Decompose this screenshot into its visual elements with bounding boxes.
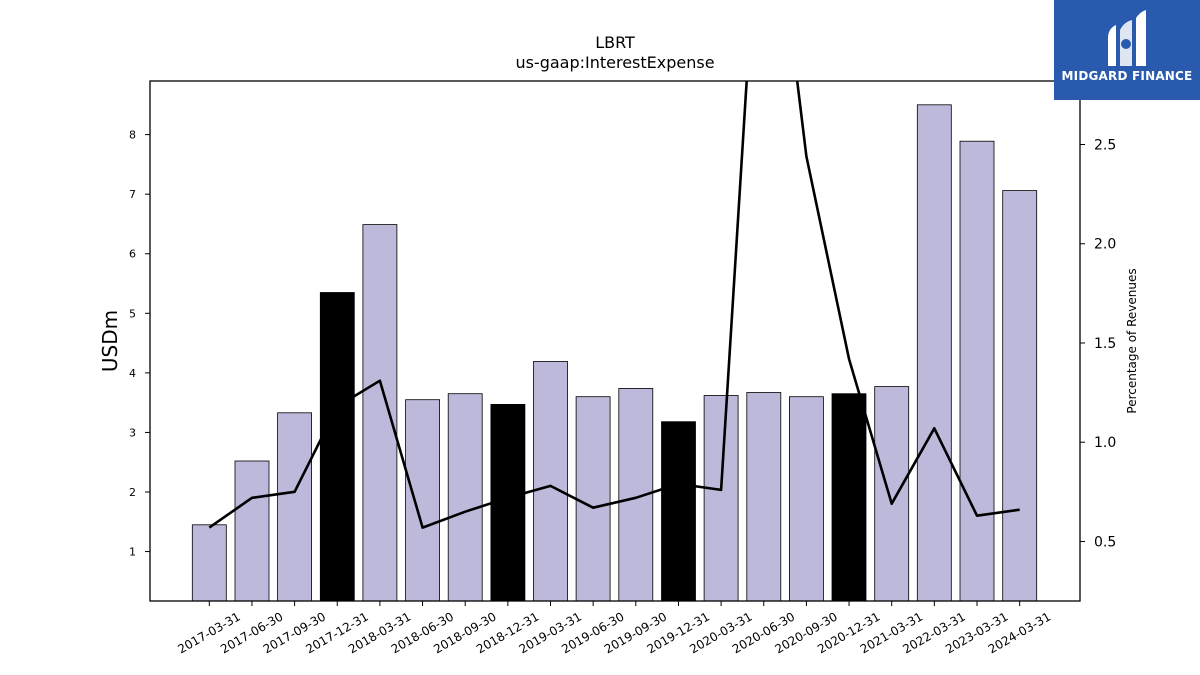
y-tick-label: 8 [129,129,136,142]
midgard-finance-logo: MIDGARD FINANCE [1054,0,1200,100]
bar-2022-03-31 [916,104,952,601]
y-tick-label: 4 [129,367,136,380]
x-axis-ticks: 2017-03-312017-06-302017-09-302017-12-31… [175,601,1053,656]
bar-2019-06-30 [575,396,611,601]
y2-tick-label: 2.0 [1094,237,1116,253]
bar-2020-06-30 [746,392,782,601]
bar-2017-06-30 [234,460,270,601]
y-tick-label: 5 [129,307,136,320]
right-axis-ticks: 0.5 1.0 1.5 2.0 2.5 [1080,138,1116,550]
plot-frame [149,80,1081,602]
bar-2018-03-31 [362,224,398,601]
bar-2020-12-31 [831,393,867,601]
y2-tick-label: 0.5 [1094,534,1116,550]
bar-2019-03-31 [533,361,568,601]
logo-text: MIDGARD FINANCE [1061,69,1193,83]
bar-2018-09-30 [447,393,483,601]
bar-2024-03-31 [1002,190,1038,601]
chart-subtitle: us-gaap:InterestExpense [515,53,714,72]
left-axis-ticks: 1 2 3 4 5 6 7 8 [129,129,150,559]
y2-tick-label: 2.5 [1094,138,1116,154]
bar-2021-03-31 [874,386,910,601]
y-tick-label: 1 [129,546,136,559]
y-tick-label: 6 [129,248,136,261]
y2-axis-label: Percentage of Revenues [1125,268,1139,413]
revenue-percentage-line [208,81,1020,529]
bar-2019-12-31 [661,421,696,601]
bar-2017-12-31 [319,292,355,601]
bar-2023-03-31 [959,140,995,601]
line-series [208,81,1020,529]
bar-2018-06-30 [405,399,441,601]
y-axis-label: USDm [98,310,122,372]
bar-2020-03-31 [703,395,739,601]
y2-tick-label: 1.0 [1094,435,1116,451]
y-tick-label: 2 [129,486,136,499]
bar-series [191,104,1038,601]
chart-title: LBRT [595,33,635,52]
y-tick-label: 7 [129,188,136,201]
bar-2017-09-30 [277,412,313,601]
bar-2017-03-31 [191,524,227,601]
logo-mark-icon [1108,10,1146,66]
y-tick-label: 3 [129,426,136,439]
bar-2020-09-30 [789,396,824,601]
y2-tick-label: 1.5 [1094,336,1116,352]
